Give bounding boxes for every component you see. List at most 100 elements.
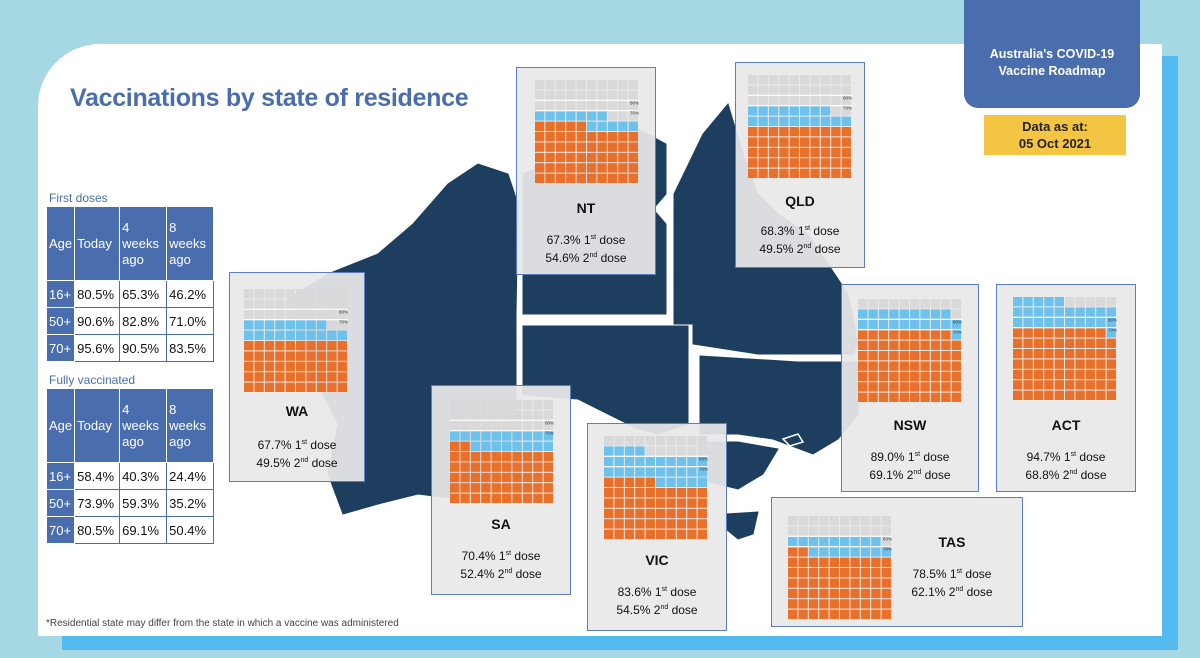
waffle-cell-second-dose bbox=[881, 588, 891, 599]
waffle-cell-unvaccinated bbox=[306, 289, 316, 299]
waffle-cell-second-dose bbox=[820, 168, 831, 178]
waffle-cell-unvaccinated bbox=[798, 516, 808, 526]
waffle-cell-second-dose bbox=[597, 132, 607, 142]
waffle-cell-second-dose bbox=[533, 462, 543, 472]
table-header-cell: 4 weeks ago bbox=[119, 206, 168, 281]
waffle-cell-second-dose bbox=[1013, 338, 1023, 348]
waffle-cell-second-dose bbox=[624, 529, 635, 539]
waffle-cell-second-dose bbox=[316, 341, 327, 351]
waffle-cell-second-dose bbox=[1033, 359, 1044, 369]
waffle-cell-second-dose bbox=[860, 568, 871, 578]
first-dose-line: 67.3% 1st dose bbox=[517, 230, 655, 248]
waffle-cell-second-dose bbox=[930, 382, 941, 392]
waffle-cell-unvaccinated bbox=[758, 85, 768, 95]
waffle-cell-second-dose bbox=[868, 330, 878, 340]
waffle-cell-unvaccinated bbox=[808, 526, 819, 536]
waffle-cell-second-dose bbox=[871, 609, 881, 619]
waffle-cell-unvaccinated bbox=[889, 299, 899, 309]
waffle-cell-first-dose bbox=[607, 121, 618, 131]
waffle-cell-second-dose bbox=[1054, 369, 1064, 380]
waffle-cell-second-dose bbox=[533, 493, 543, 503]
waffle-cell-first-dose bbox=[1013, 297, 1023, 307]
waffle-cell-second-dose bbox=[285, 341, 295, 351]
waffle-cell-unvaccinated bbox=[491, 420, 501, 431]
state-dose-stats: 67.7% 1st dose 49.5% 2nd dose bbox=[230, 435, 364, 471]
waffle-cell-unvaccinated bbox=[789, 75, 799, 85]
waffle-cell-first-dose bbox=[1023, 307, 1033, 317]
waffle-cell-second-dose bbox=[1085, 380, 1096, 390]
waffle-cell-second-dose bbox=[676, 529, 687, 539]
waffle-cell-unvaccinated bbox=[254, 309, 264, 320]
second-dose-suffix: nd bbox=[660, 604, 669, 611]
waffle-cell-second-dose bbox=[808, 609, 819, 619]
waffle-cell-second-dose bbox=[951, 351, 961, 361]
waffle-cell-first-dose bbox=[1075, 317, 1085, 328]
waffle-cell-second-dose bbox=[831, 137, 841, 147]
waffle-cell-second-dose bbox=[545, 173, 555, 183]
waffle-cell-second-dose bbox=[841, 127, 851, 137]
waffle-cell-unvaccinated bbox=[555, 100, 566, 111]
waffle-cell-unvaccinated bbox=[566, 90, 576, 100]
waffle-cell-unvaccinated bbox=[789, 95, 799, 106]
waffle-cell-unvaccinated bbox=[779, 85, 789, 95]
waffle-cell-second-dose bbox=[327, 351, 337, 361]
waffle-cell-first-dose bbox=[768, 116, 779, 126]
waffle-cell-first-dose bbox=[1023, 297, 1033, 307]
waffle-cell-second-dose bbox=[687, 519, 697, 529]
waffle-cell-second-dose bbox=[337, 351, 347, 361]
waffle-cell-first-dose bbox=[327, 330, 337, 340]
waffle-cell-second-dose bbox=[899, 351, 909, 361]
waffle-cell-second-dose bbox=[502, 472, 512, 483]
waffle-cell-first-dose bbox=[800, 116, 810, 126]
waffle-cell-unvaccinated bbox=[1065, 297, 1075, 307]
waffle-cell-unvaccinated bbox=[800, 95, 810, 106]
waffle-cell-second-dose bbox=[858, 361, 868, 371]
reference-label: 80% bbox=[545, 420, 554, 425]
waffle-cell-first-dose bbox=[635, 467, 645, 477]
waffle-cell-second-dose bbox=[829, 578, 839, 588]
waffle-cell-second-dose bbox=[858, 330, 868, 340]
waffle-cell-second-dose bbox=[666, 519, 676, 529]
first-dose-word: dose bbox=[810, 224, 840, 238]
first-dose-word: dose bbox=[667, 585, 697, 599]
waffle-cell-second-dose bbox=[841, 137, 851, 147]
waffle-cell-second-dose bbox=[788, 568, 798, 578]
waffle-cell-unvaccinated bbox=[831, 95, 841, 106]
waffle-chart: 80% 70% bbox=[604, 436, 708, 539]
waffle-cell-second-dose bbox=[889, 330, 899, 340]
waffle-cell-unvaccinated bbox=[860, 516, 871, 526]
waffle-cell-second-dose bbox=[930, 351, 941, 361]
second-dose-value: 49.5% 2 bbox=[759, 242, 804, 256]
waffle-cell-second-dose bbox=[1033, 380, 1044, 390]
waffle-cell-second-dose bbox=[327, 382, 337, 392]
waffle-cell-second-dose bbox=[450, 483, 460, 493]
waffle-cell-unvaccinated bbox=[768, 85, 779, 95]
waffle-cell-first-dose bbox=[840, 536, 850, 547]
second-dose-word: dose bbox=[963, 585, 993, 599]
waffle-cell-unvaccinated bbox=[470, 410, 481, 420]
waffle-cell-second-dose bbox=[628, 163, 638, 173]
waffle-cell-second-dose bbox=[930, 340, 941, 350]
waffle-cell-second-dose bbox=[850, 578, 860, 588]
waffle-cell-unvaccinated bbox=[624, 436, 635, 446]
waffle-cell-second-dose bbox=[244, 382, 254, 392]
waffle-cell-second-dose bbox=[676, 498, 687, 508]
reference-label: 70% bbox=[1108, 328, 1117, 333]
waffle-cell-second-dose bbox=[829, 609, 839, 619]
waffle-cell-second-dose bbox=[512, 493, 522, 503]
waffle-cell-second-dose bbox=[1023, 369, 1033, 380]
table-cell: 46.2% bbox=[166, 280, 215, 308]
waffle-cell-second-dose bbox=[899, 382, 909, 392]
waffle-cell-second-dose bbox=[275, 372, 285, 382]
waffle-cell-unvaccinated bbox=[768, 75, 779, 85]
first-dose-value: 83.6% 1 bbox=[617, 585, 662, 599]
waffle-cell-first-dose bbox=[254, 320, 264, 330]
waffle-cell-unvaccinated bbox=[522, 400, 533, 410]
waffle-cell-unvaccinated bbox=[618, 111, 628, 121]
waffle-cell-second-dose bbox=[808, 578, 819, 588]
table-row: 50+ 90.6% 82.8% 71.0% bbox=[45, 307, 215, 335]
waffle-cell-first-dose bbox=[254, 330, 264, 340]
first-dose-value: 78.5% 1 bbox=[912, 567, 957, 581]
waffle-cell-second-dose bbox=[1096, 380, 1106, 390]
first-dose-value: 89.0% 1 bbox=[870, 450, 915, 464]
